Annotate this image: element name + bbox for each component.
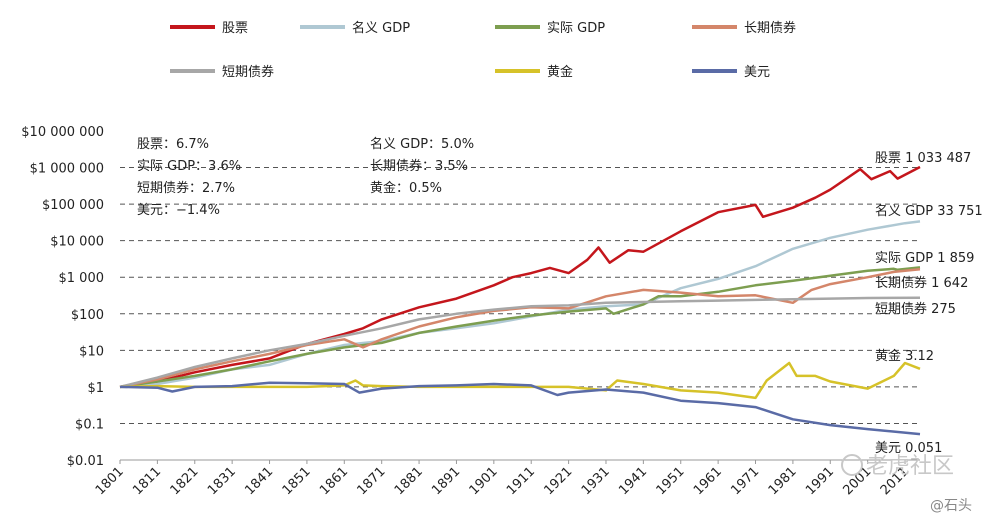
- legend-label: 长期债券: [744, 20, 796, 36]
- cagr-note: 短期债券：2.7%: [137, 180, 235, 196]
- cagr-note: 股票：6.7%: [137, 137, 209, 152]
- y-tick-label: $1: [87, 381, 104, 396]
- x-tick-label: 1861: [317, 464, 351, 498]
- series-end-label: 股票 1 033 487: [875, 151, 971, 166]
- series-line: [119, 296, 921, 389]
- cagr-note: 长期债券：3.5%: [370, 158, 468, 174]
- x-tick-label: 1891: [429, 464, 463, 498]
- legend-label: 黄金: [547, 64, 573, 80]
- watermark-text: 老虎社区: [866, 454, 954, 479]
- x-axis-ticks: 1801 1811 1821 1831 1841 1851 1861 1871 1881 1891…: [93, 460, 912, 498]
- x-tick-label: 1851: [280, 464, 314, 498]
- legend-label: 名义 GDP: [352, 20, 410, 36]
- x-tick-label: 1841: [242, 464, 276, 498]
- y-axis-ticks: $10 000 000 $1 000 000 $100 000 $10 000 $1 0…: [21, 125, 104, 469]
- y-tick-label: $10 000: [50, 235, 104, 250]
- series-line: [119, 220, 921, 389]
- y-tick-label: $1 000 000: [30, 162, 104, 177]
- legend-label: 短期债券: [222, 64, 274, 80]
- x-tick-label: 1931: [579, 464, 613, 498]
- series-line: [119, 361, 921, 400]
- x-tick-label: 1921: [541, 464, 575, 498]
- x-tick-label: 1961: [691, 464, 725, 498]
- series-line: [119, 381, 921, 436]
- x-tick-label: 1911: [504, 464, 538, 498]
- legend-label: 实际 GDP: [547, 21, 605, 36]
- x-tick-label: 1831: [205, 464, 239, 498]
- watermark: 老虎社区 @石头: [841, 454, 972, 514]
- x-tick-label: 1811: [130, 464, 164, 498]
- end-labels: 股票 1 033 487 名义 GDP 33 751 实际 GDP 1 859 长期债…: [875, 151, 983, 456]
- x-tick-label: 1941: [616, 464, 650, 498]
- series-end-label: 长期债券 1 642: [875, 275, 968, 291]
- x-tick-label: 1971: [728, 464, 762, 498]
- series-end-label: 美元 0.051: [875, 441, 942, 456]
- x-tick-label: 1821: [168, 464, 202, 498]
- x-tick-label: 1991: [803, 464, 837, 498]
- cagr-note: 美元：−1.4%: [137, 203, 220, 218]
- watermark-sub: @石头: [930, 498, 972, 514]
- series-line: [119, 266, 921, 389]
- y-tick-label: $100 000: [42, 198, 104, 213]
- cagr-note: 实际 GDP：3.6%: [137, 159, 241, 174]
- y-tick-label: $0.1: [75, 417, 104, 432]
- y-tick-label: $100: [71, 308, 104, 323]
- x-tick-label: 1871: [355, 464, 389, 498]
- x-tick-label: 1801: [93, 464, 127, 498]
- series-end-label: 黄金 3.12: [875, 348, 934, 364]
- series-end-label: 名义 GDP 33 751: [875, 203, 983, 219]
- series-end-label: 短期债券 275: [875, 301, 956, 317]
- series-lines: [119, 165, 921, 436]
- notes: 股票：6.7% 实际 GDP：3.6% 短期债券：2.7% 美元：−1.4% 名义 GD…: [137, 136, 474, 218]
- x-tick-label: 1901: [467, 464, 501, 498]
- x-tick-label: 1881: [392, 464, 426, 498]
- legend-label: 美元: [744, 65, 770, 80]
- legend-label: 股票: [222, 21, 248, 36]
- y-tick-label: $0.01: [67, 454, 104, 469]
- series-end-label: 实际 GDP 1 859: [875, 251, 974, 266]
- y-tick-label: $1 000: [59, 271, 105, 286]
- y-tick-label: $10: [79, 344, 104, 359]
- watermark-logo-icon: [841, 454, 863, 476]
- x-tick-label: 1981: [766, 464, 800, 498]
- cagr-note: 名义 GDP：5.0%: [370, 136, 474, 152]
- cagr-note: 黄金：0.5%: [370, 180, 442, 196]
- x-tick-label: 1951: [654, 464, 688, 498]
- y-tick-label: $10 000 000: [21, 125, 104, 140]
